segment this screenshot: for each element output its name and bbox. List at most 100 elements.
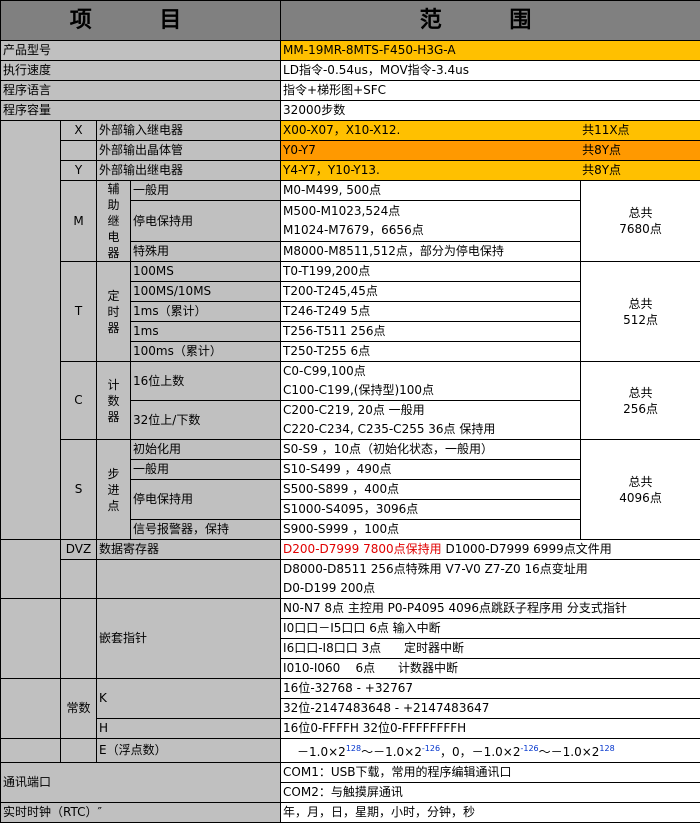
total-value: 512点 [623,312,658,327]
label-capacity: 程序容量 [0,100,282,121]
total-s: 总共 4096点 [580,439,700,540]
label-rtc: 实时时钟（RTC）″ [0,802,282,823]
label-t: 1ms [129,321,282,342]
value-m: M500-M1023,524点 M1024-M7679，6656点 [280,200,582,242]
count-x: 共11X点 [582,123,630,137]
code-dvz: DVZ [60,539,97,560]
label-comm: 通讯端口 [0,762,282,803]
e-part: ～－1.0×2 [538,745,600,759]
line: C0-C99,100点 [283,364,366,378]
total-c: 总共 256点 [580,361,700,440]
blank-cell [0,678,61,739]
pointer-line: I010-I060 6点 计数器中断 [280,658,700,679]
label-c: 32位上/下数 [129,400,282,440]
count-y: 共8Y点 [582,163,622,177]
e-exp: 128 [599,744,615,753]
label-c: 16位上数 [129,361,282,401]
value-e: －1.0×2128～－1.0×2-126，0，－1.0×2-126～－1.0×2… [280,738,700,763]
line: C220-C234, C235-C255 36点 保持用 [283,422,496,436]
label-s: 初始化用 [129,439,282,460]
value-s: S10-S499 ，490点 [280,459,582,480]
label-k: K [95,678,282,719]
range-y: Y4-Y7，Y10-Y13. [283,163,380,177]
value-m: M0-M499, 500点 [280,180,582,201]
header-range: 范 围 [280,0,700,41]
e-exp: -126 [520,744,539,753]
value-model: MM-19MR-8MTS-F450-H3G-A [280,40,700,61]
blank-cell [60,738,97,763]
code-blank [60,140,97,161]
value-s: S1000-S4095，3096点 [280,499,582,520]
blank-cell [0,738,61,763]
label-t: 100MS [129,261,282,282]
blank-cell [0,598,61,679]
label-m: 特殊用 [129,241,282,262]
code-m: M [60,180,97,262]
range-transistor: Y0-Y7 [283,143,316,157]
e-part: ，0，－1.0×2 [440,745,521,759]
value-t: T0-T199,200点 [280,261,582,282]
total-label: 总共 [628,474,653,489]
group-t: 定时器 [96,261,131,362]
label-transistor: 外部输出晶体管 [95,140,282,161]
blank-cell [60,598,97,679]
value-h: 16位0-FFFFH 32位0-FFFFFFFFH [280,718,700,739]
line: C100-C199,(保持型)100点 [283,383,435,397]
line: D8000-D8511 256点特殊用 V7-V0 Z7-Z0 16点变址用 [283,562,588,576]
value-comm: COM1：USB下载，常用的程序编辑通讯口 [280,762,700,783]
label-dvz: 数据寄存器 [95,539,282,560]
total-t: 总共 512点 [580,261,700,362]
code-x: X [60,120,97,141]
total-value: 4096点 [619,490,662,505]
group-m: 辅助继电器 [96,180,131,262]
label-m: 一般用 [129,180,282,201]
label-x: 外部输入继电器 [95,120,282,141]
line: C200-C219, 20点 一般用 [283,403,425,417]
value-d-extra: D8000-D8511 256点特殊用 V7-V0 Z7-Z0 16点变址用 D0… [280,559,700,599]
total-label: 总共 [628,296,653,311]
e-exp: -126 [421,744,441,753]
value-s: S900-S999 ，100点 [280,519,582,540]
blank-cell [0,539,61,599]
code-y: Y [60,160,97,181]
value-s: S500-S899 ，400点 [280,479,582,500]
retentive-range: D200-D7999 7800点保持用 [283,542,442,556]
line: M500-M1023,524点 [283,204,401,218]
value-speed: LD指令-0.54us，MOV指令-3.4us [280,60,700,81]
code-t: T [60,261,97,362]
pointer-line: I0口口－I5口口 6点 输入中断 [280,618,700,639]
value-k: 16位-32768 - +32767 [280,678,700,699]
value-capacity: 32000步数 [280,100,700,121]
label-t: 100ms（累计） [129,341,282,362]
line: D0-D199 200点 [283,581,376,595]
total-value: 7680点 [619,222,662,236]
e-part: －1.0×2 [297,745,346,759]
value-y: 共8Y点 Y4-Y7，Y10-Y13. [280,160,700,181]
total-label: 总共 [628,385,653,400]
value-transistor: 共8Y点 Y0-Y7 [280,140,700,161]
value-t: T256-T511 256点 [280,321,582,342]
total-label: 总共 [628,206,653,220]
blank-cell [0,120,61,540]
e-exp: 128 [345,744,362,753]
total-value: 256点 [623,401,658,416]
value-m: M8000-M8511,512点，部分为停电保持 [280,241,582,262]
value-rtc: 年，月，日，星期，小时，分钟，秒 [280,802,700,823]
label-s: 一般用 [129,459,282,480]
value-c: C200-C219, 20点 一般用 C220-C234, C235-C255 3… [280,400,582,440]
value-dvz: D200-D7999 7800点保持用 D1000-D7999 6999点文件用 [280,539,700,560]
range-x: X00-X07，X10-X12. [283,123,401,137]
total-m: 总共 7680点 [580,180,700,262]
label-t: 100MS/10MS [129,281,282,302]
label-const: 常数 [60,678,97,739]
header-item: 项 目 [0,0,282,41]
value-language: 指令+梯形图+SFC [280,80,700,101]
label-t: 1ms（累计） [129,301,282,322]
value-c: C0-C99,100点 C100-C199,(保持型)100点 [280,361,582,401]
value-x: 共11X点 X00-X07，X10-X12. [280,120,700,141]
label-e: E（浮点数） [95,738,282,763]
group-s: 步进点 [96,439,131,540]
code-s: S [60,439,97,540]
label-speed: 执行速度 [0,60,282,81]
